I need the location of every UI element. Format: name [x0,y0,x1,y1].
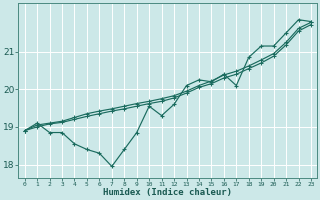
X-axis label: Humidex (Indice chaleur): Humidex (Indice chaleur) [103,188,232,197]
